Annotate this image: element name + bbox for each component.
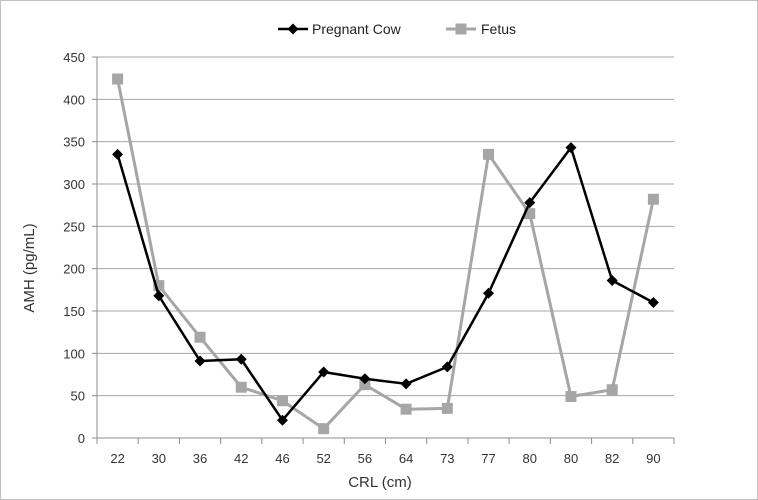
x-tick-label: 36 bbox=[193, 451, 207, 466]
data-point bbox=[153, 280, 165, 292]
y-axis-title: AMH (pg/mL) bbox=[21, 223, 38, 312]
y-tick-label: 400 bbox=[63, 92, 85, 107]
data-point bbox=[441, 361, 453, 373]
legend-marker bbox=[455, 23, 467, 35]
x-tick-label: 73 bbox=[440, 451, 454, 466]
legend: Pregnant Cow Fetus bbox=[278, 21, 516, 37]
x-tick-label: 30 bbox=[152, 451, 166, 466]
data-point bbox=[441, 402, 453, 414]
legend-label: Pregnant Cow bbox=[312, 21, 402, 37]
y-tick-label: 450 bbox=[63, 50, 85, 65]
data-point bbox=[483, 148, 495, 160]
series-line bbox=[116, 78, 655, 431]
x-tick-label: 46 bbox=[275, 451, 289, 466]
data-point bbox=[276, 414, 288, 426]
data-point bbox=[647, 297, 659, 309]
data-point bbox=[483, 287, 495, 299]
data-point bbox=[112, 73, 124, 85]
y-tick-labels: 0 50 100 150 200 250 300 350 400 450 bbox=[63, 50, 85, 446]
x-tick-label: 64 bbox=[399, 451, 413, 466]
y-tick-label: 100 bbox=[63, 346, 85, 361]
data-point bbox=[565, 142, 577, 154]
x-tick-label: 77 bbox=[481, 451, 495, 466]
data-point bbox=[112, 148, 124, 160]
x-tick-label: 80 bbox=[564, 451, 578, 466]
x-tick-label: 56 bbox=[358, 451, 372, 466]
x-tick-label: 80 bbox=[523, 451, 537, 466]
data-point bbox=[153, 290, 165, 302]
y-tick-label: 200 bbox=[63, 262, 85, 277]
data-point bbox=[647, 193, 659, 205]
data-point bbox=[235, 353, 247, 365]
data-point bbox=[565, 391, 577, 403]
series-pregnant-cow bbox=[112, 142, 659, 426]
data-point bbox=[400, 403, 412, 415]
legend-item-fetus: Fetus bbox=[446, 21, 516, 37]
legend-item-pregnant-cow: Pregnant Cow bbox=[278, 21, 402, 37]
x-tick-label: 90 bbox=[646, 451, 660, 466]
y-tick-label: 350 bbox=[63, 135, 85, 150]
series-fetus bbox=[112, 73, 659, 435]
y-tick-label: 250 bbox=[63, 219, 85, 234]
x-tick-label: 82 bbox=[605, 451, 619, 466]
axes bbox=[92, 56, 675, 444]
legend-marker bbox=[287, 23, 299, 35]
data-point bbox=[276, 395, 288, 407]
data-point bbox=[318, 366, 330, 378]
data-point bbox=[194, 355, 206, 367]
x-tick-label: 42 bbox=[234, 451, 248, 466]
series-group bbox=[112, 73, 659, 435]
y-tick-label: 0 bbox=[78, 431, 85, 446]
data-point bbox=[359, 373, 371, 385]
x-tick-labels: 22 30 36 42 46 52 56 64 73 77 80 80 82 90 bbox=[110, 451, 660, 466]
x-tick-label: 52 bbox=[316, 451, 330, 466]
data-point bbox=[400, 378, 412, 390]
data-point bbox=[606, 384, 618, 396]
data-point bbox=[524, 197, 536, 209]
data-point bbox=[318, 423, 330, 435]
data-point bbox=[235, 381, 247, 393]
y-tick-label: 50 bbox=[71, 389, 85, 404]
gridlines bbox=[97, 56, 674, 397]
x-tick-label: 22 bbox=[110, 451, 124, 466]
data-point bbox=[524, 208, 536, 220]
legend-label: Fetus bbox=[481, 21, 516, 37]
y-tick-label: 300 bbox=[63, 177, 85, 192]
series-line bbox=[116, 146, 654, 422]
x-axis-title: CRL (cm) bbox=[348, 474, 412, 491]
data-point bbox=[606, 275, 618, 287]
y-tick-label: 150 bbox=[63, 304, 85, 319]
data-point bbox=[194, 331, 206, 343]
data-point bbox=[359, 379, 371, 391]
